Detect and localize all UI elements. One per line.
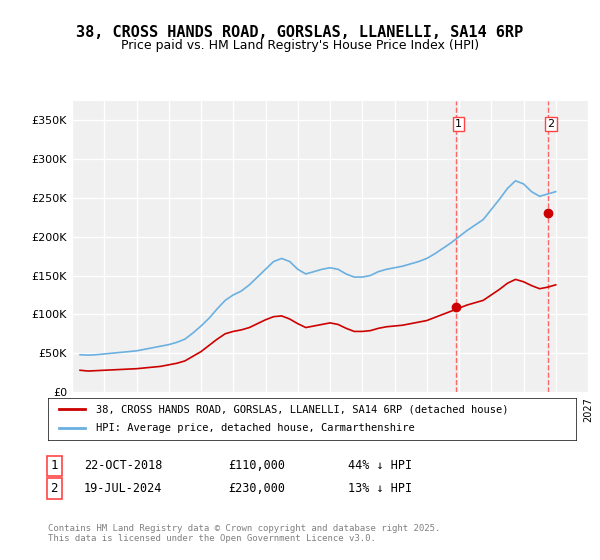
Text: 38, CROSS HANDS ROAD, GORSLAS, LLANELLI, SA14 6RP: 38, CROSS HANDS ROAD, GORSLAS, LLANELLI,… [76,25,524,40]
Text: 22-OCT-2018: 22-OCT-2018 [84,459,163,473]
Text: 2: 2 [50,482,58,495]
Text: Price paid vs. HM Land Registry's House Price Index (HPI): Price paid vs. HM Land Registry's House … [121,39,479,52]
Text: 2: 2 [547,119,554,129]
Text: HPI: Average price, detached house, Carmarthenshire: HPI: Average price, detached house, Carm… [95,423,414,433]
Text: £110,000: £110,000 [228,459,285,473]
Text: £230,000: £230,000 [228,482,285,495]
Text: 1: 1 [455,119,462,129]
Text: 13% ↓ HPI: 13% ↓ HPI [348,482,412,495]
Text: 38, CROSS HANDS ROAD, GORSLAS, LLANELLI, SA14 6RP (detached house): 38, CROSS HANDS ROAD, GORSLAS, LLANELLI,… [95,404,508,414]
Text: 44% ↓ HPI: 44% ↓ HPI [348,459,412,473]
Text: Contains HM Land Registry data © Crown copyright and database right 2025.
This d: Contains HM Land Registry data © Crown c… [48,524,440,543]
Text: 1: 1 [50,459,58,473]
Text: 19-JUL-2024: 19-JUL-2024 [84,482,163,495]
